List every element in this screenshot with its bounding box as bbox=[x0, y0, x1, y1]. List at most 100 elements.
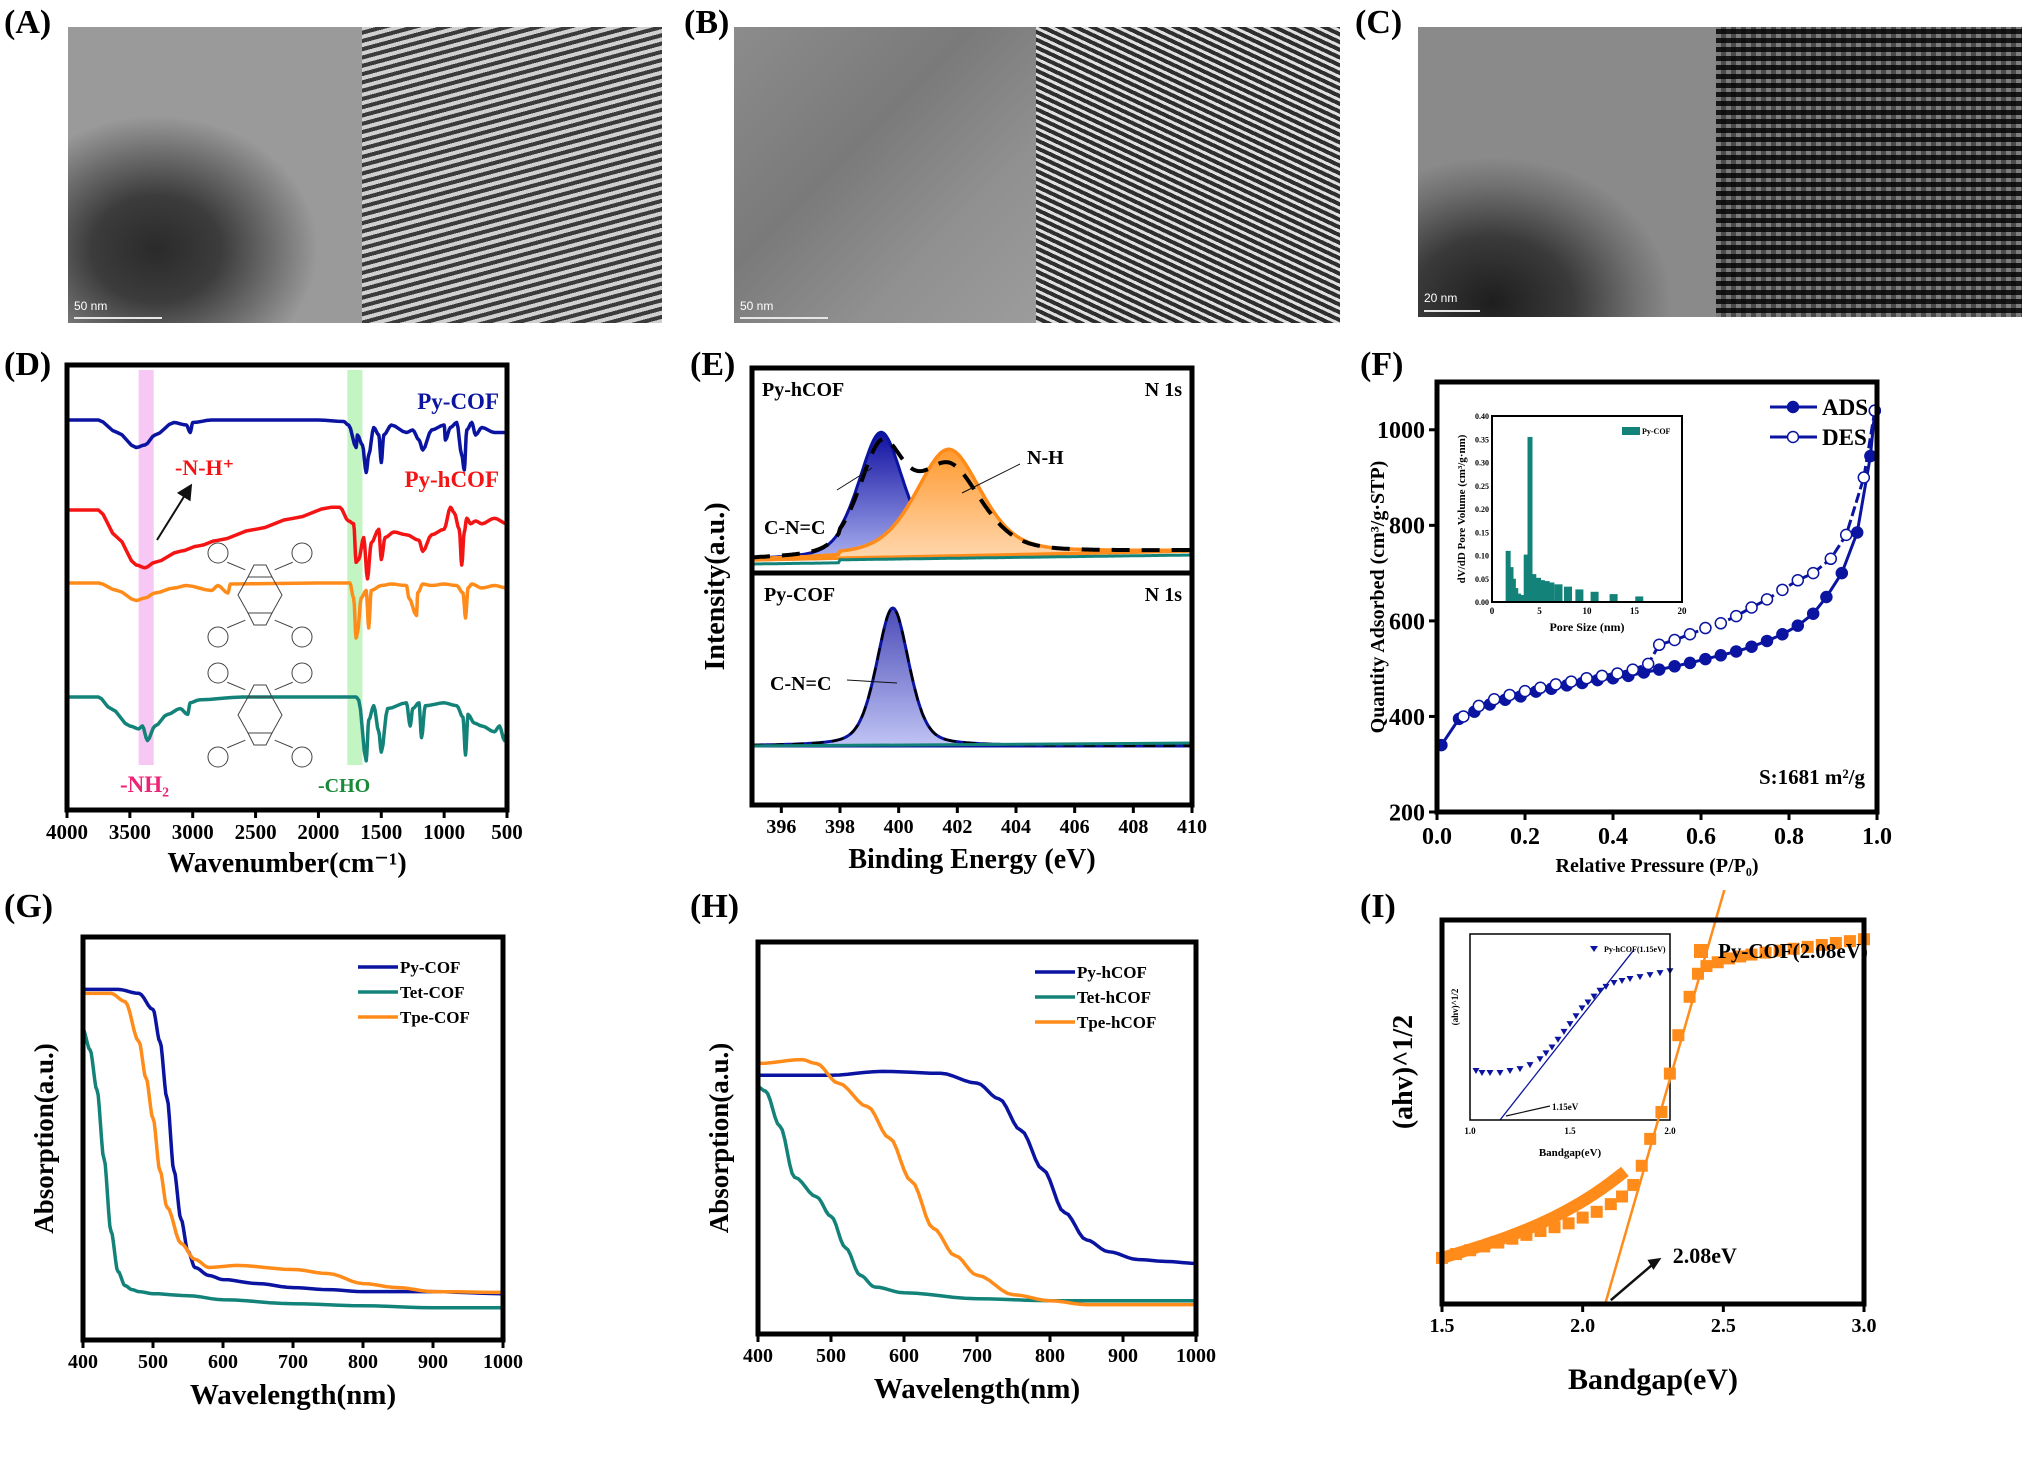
isotherm-point-des bbox=[1776, 583, 1789, 597]
isotherm-point-des bbox=[1791, 574, 1805, 587]
x-tick-label: 4000 bbox=[46, 820, 88, 844]
subplot-tag-n1s: N 1s bbox=[1145, 584, 1182, 606]
x-tick-label: 2000 bbox=[297, 820, 339, 844]
pore-size-bar bbox=[1564, 586, 1572, 602]
annotation-cho: -CHO bbox=[318, 775, 370, 797]
xps-baseline-hcof bbox=[752, 553, 1192, 566]
inset-x-tick-label: 5 bbox=[1537, 606, 1542, 616]
inset-data-point bbox=[1506, 1068, 1514, 1075]
phenyl-ring bbox=[291, 662, 313, 684]
isotherm-point-des bbox=[1668, 633, 1681, 647]
x-tick-label: 400 bbox=[884, 816, 914, 838]
bond bbox=[227, 619, 246, 629]
inset-y-tick-label: 0.30 bbox=[1475, 459, 1489, 468]
x-tick-label: 0.8 bbox=[1774, 824, 1804, 850]
isotherm-point-ads bbox=[1820, 590, 1833, 604]
inset-data-point bbox=[1636, 974, 1644, 981]
annotation-cnc-hcof: C-N=C bbox=[764, 517, 825, 539]
tem-micrograph-c bbox=[1418, 27, 1716, 317]
isotherm-point-des bbox=[1580, 671, 1593, 685]
ftir-series-amine-monomer bbox=[67, 695, 509, 763]
tauc-data-dense bbox=[1440, 1166, 1629, 1264]
inset-annotation-1-15ev: 1.15eV bbox=[1552, 1102, 1579, 1112]
isotherm-point-des bbox=[1652, 638, 1666, 652]
inset-data-point bbox=[1548, 1044, 1556, 1051]
isotherm-point-des bbox=[1503, 688, 1516, 702]
plot-frame bbox=[1434, 379, 1880, 815]
panel-label-i: (I) bbox=[1360, 888, 1396, 925]
phenyl-ring bbox=[207, 626, 229, 648]
isotherm-point-des bbox=[1595, 669, 1609, 683]
x-tick-label: 500 bbox=[491, 820, 523, 844]
isotherm-point-des bbox=[1472, 699, 1486, 713]
inset-y-tick-label: 0.35 bbox=[1475, 435, 1489, 444]
ring bbox=[247, 732, 273, 746]
legend-marker bbox=[1694, 944, 1708, 958]
plot-frame bbox=[1439, 917, 1867, 1307]
inset-data-point bbox=[1596, 987, 1604, 994]
isotherm-point-ads bbox=[1835, 566, 1849, 580]
inset-x-axis-title: Bandgap(eV) bbox=[1539, 1147, 1602, 1159]
tauc-data-point bbox=[1759, 946, 1772, 959]
ftir-series-aldehyde-monomer bbox=[67, 581, 508, 640]
legend-marker bbox=[1786, 400, 1800, 414]
pore-size-bar bbox=[1554, 584, 1563, 602]
isotherm-point-des bbox=[1839, 528, 1853, 542]
annotation-cnc-cof: C-N=C bbox=[770, 673, 831, 695]
inset-data-point bbox=[1472, 1068, 1480, 1075]
x-tick-label: 800 bbox=[348, 1351, 378, 1373]
y-tick-label: 800 bbox=[1389, 514, 1425, 540]
uv-series-tet-hcof bbox=[757, 1085, 1196, 1303]
legend-label-tet-cof: Tet-COF bbox=[400, 983, 465, 1002]
bond bbox=[274, 681, 293, 691]
series-label-py-cof: Py-COF bbox=[417, 389, 499, 414]
x-axis-title: Binding Energy (eV) bbox=[848, 844, 1095, 875]
scale-bar-b bbox=[740, 317, 828, 319]
x-tick-label: 1000 bbox=[423, 820, 465, 844]
isotherm-point-ads bbox=[1729, 645, 1743, 658]
chart-e-xps: 396 398 400 402 404 406 408 410 Binding Energy (… bbox=[700, 365, 1207, 875]
scale-bar-a bbox=[74, 317, 162, 319]
y-axis-title: Quantity Adsorbed (cm³/g·STP) bbox=[1367, 461, 1389, 734]
x-tick-label: 1500 bbox=[360, 820, 402, 844]
isotherm-point-des bbox=[1549, 678, 1563, 691]
tem-image-a: 50 nm bbox=[68, 27, 662, 323]
x-tick-label: 0.6 bbox=[1686, 824, 1716, 850]
x-tick-label: 900 bbox=[1108, 1345, 1138, 1367]
isotherm-point-des bbox=[1745, 601, 1758, 614]
pore-size-bar bbox=[1609, 594, 1618, 602]
uv-series-tpe-hcof bbox=[757, 1057, 1196, 1307]
y-tick-label: 200 bbox=[1389, 800, 1425, 826]
x-tick-label: 402 bbox=[942, 816, 972, 838]
x-tick-label: 400 bbox=[743, 1345, 773, 1367]
isotherm-point-des bbox=[1518, 684, 1532, 698]
phenyl-ring bbox=[207, 746, 229, 768]
bond bbox=[274, 561, 293, 571]
tauc-data-point bbox=[1829, 937, 1842, 950]
annotation-nh-plus: -N-H⁺ bbox=[175, 455, 234, 480]
inset-y-tick-label: 0.00 bbox=[1475, 598, 1489, 607]
isotherm-point-ads bbox=[1652, 663, 1666, 676]
xps-envelope-hcof bbox=[751, 436, 1193, 560]
isotherm-point-ads bbox=[1668, 660, 1681, 673]
annotation-arrow bbox=[156, 483, 193, 541]
scale-bar-label-a: 50 nm bbox=[74, 299, 108, 313]
pore-size-bar bbox=[1534, 577, 1542, 602]
x-axis-title: Relative Pressure (P/P₀) bbox=[1556, 855, 1759, 877]
x-tick-label: 3000 bbox=[172, 820, 214, 844]
inset-data-point bbox=[1560, 1028, 1568, 1035]
tem-micrograph-b bbox=[734, 27, 1036, 323]
tauc-data-point bbox=[1616, 1190, 1629, 1203]
isotherm-point-des bbox=[1714, 617, 1728, 630]
panel-label-h: (H) bbox=[690, 888, 740, 925]
inset-legend-swatch bbox=[1622, 427, 1640, 435]
y-axis-title: (ahv)^1/2 bbox=[1388, 1015, 1419, 1129]
inset-y-tick-label: 0.10 bbox=[1475, 552, 1489, 561]
isotherm-point-des bbox=[1806, 566, 1820, 580]
ftir-series-py-hcof bbox=[67, 505, 508, 581]
inset-x-tick-label: 10 bbox=[1583, 606, 1593, 616]
x-tick-label: 0.0 bbox=[1422, 824, 1452, 850]
pore-size-bar bbox=[1527, 436, 1533, 602]
tauc-data-point bbox=[1604, 1198, 1617, 1211]
pore-size-bar bbox=[1542, 581, 1550, 602]
